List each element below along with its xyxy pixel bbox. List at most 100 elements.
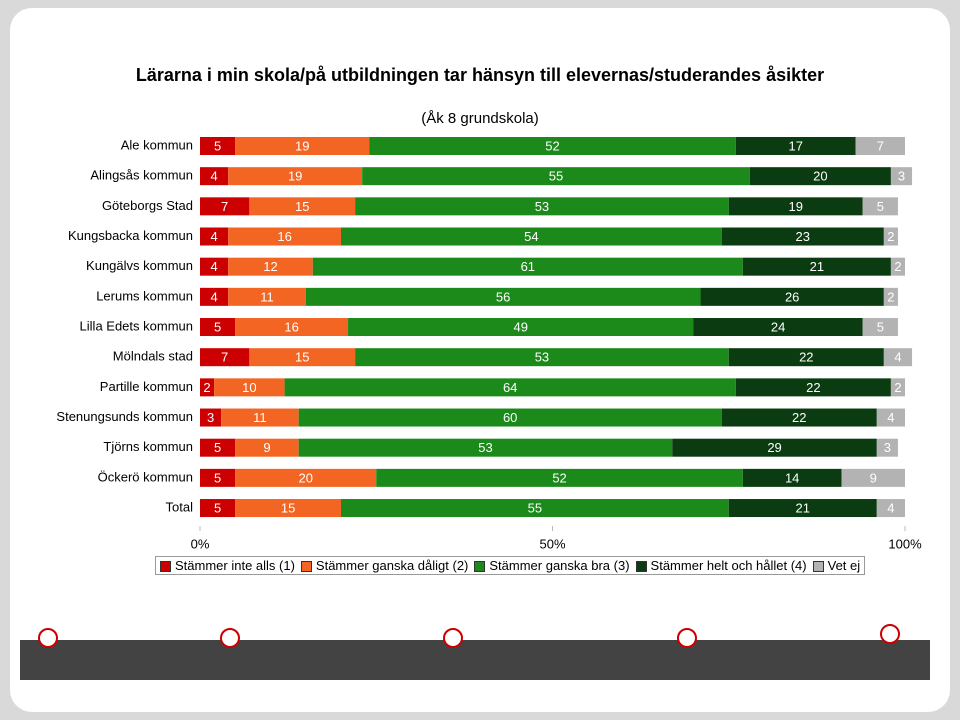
bar-segment (341, 499, 729, 518)
bar-segment (298, 408, 722, 427)
data-label: 4 (887, 410, 894, 425)
data-label: 24 (771, 319, 785, 334)
bar-segment (890, 257, 905, 276)
bar-segment (284, 378, 736, 397)
bar-segment (200, 318, 236, 337)
bar-segment (890, 167, 913, 186)
bar-segment (735, 378, 891, 397)
data-label: 5 (877, 199, 884, 214)
bar-segment (362, 167, 750, 186)
bar-segment (228, 257, 313, 276)
data-label: 60 (503, 410, 517, 425)
data-label: 4 (210, 229, 217, 244)
data-label: 53 (535, 199, 549, 214)
data-label: 7 (221, 199, 228, 214)
data-label: 21 (810, 259, 824, 274)
data-label: 5 (877, 319, 884, 334)
data-label: 2 (894, 259, 901, 274)
data-label: 9 (870, 470, 877, 485)
data-label: 19 (295, 138, 309, 153)
category-label: Total (166, 499, 194, 514)
data-label: 52 (545, 138, 559, 153)
bar-segment (672, 438, 877, 457)
data-label: 23 (796, 229, 810, 244)
bar-segment (200, 438, 236, 457)
bar-segment (876, 499, 905, 518)
data-label: 17 (788, 138, 802, 153)
bar-segment (728, 348, 884, 367)
data-label: 22 (792, 410, 806, 425)
data-label: 3 (884, 440, 891, 455)
bar-segment (376, 468, 743, 487)
bar-segment (700, 287, 884, 306)
data-label: 20 (299, 470, 313, 485)
data-label: 3 (898, 169, 905, 184)
bar-segment (728, 499, 877, 518)
legend-swatch (300, 561, 312, 573)
legend-swatch (474, 561, 486, 573)
bar-segment (200, 408, 222, 427)
category-label: Kungsbacka kommun (68, 228, 193, 243)
legend-label: Vet ej (827, 558, 861, 573)
bar-segment (200, 167, 229, 186)
bar-segment (742, 257, 891, 276)
data-label: 5 (214, 470, 221, 485)
bar-segment (249, 348, 356, 367)
category-label: Partille kommun (100, 379, 193, 394)
bar-segment (355, 348, 729, 367)
bar-segment (735, 137, 856, 155)
bar-segment (200, 499, 236, 518)
data-label: 5 (214, 138, 221, 153)
data-label: 5 (214, 440, 221, 455)
legend-swatch (812, 561, 824, 573)
chart-title: Lärarna i min skola/på utbildningen tar … (135, 65, 825, 85)
bar-segment (862, 197, 898, 216)
bar-segment (876, 438, 898, 457)
data-label: 15 (281, 500, 295, 515)
legend-swatch (635, 561, 647, 573)
bar-segment (890, 378, 905, 397)
data-label: 2 (887, 229, 894, 244)
legend-item: Vet ej (812, 558, 861, 573)
bar-segment (200, 227, 229, 246)
bar-segment (200, 348, 250, 367)
legend-item: Stämmer helt och hållet (4) (635, 558, 807, 573)
bar-segment (200, 137, 236, 155)
data-label: 2 (203, 380, 210, 395)
legend-item: Stämmer ganska dåligt (2) (300, 558, 469, 573)
legend-label: Stämmer ganska dåligt (2) (315, 558, 469, 573)
data-label: 49 (514, 319, 528, 334)
legend-item: Stämmer ganska bra (3) (474, 558, 630, 573)
data-label: 21 (796, 500, 810, 515)
bar-segment (369, 137, 736, 155)
bar-segment (883, 227, 898, 246)
bar-segment (235, 499, 341, 518)
data-label: 3 (207, 410, 214, 425)
category-label: Alingsås kommun (90, 168, 193, 183)
category-label: Lerums kommun (96, 288, 193, 303)
data-label: 15 (295, 199, 309, 214)
legend-label: Stämmer inte alls (1) (175, 558, 295, 573)
data-label: 19 (288, 169, 302, 184)
bar-segment (693, 318, 863, 337)
bar-segment (855, 137, 905, 155)
data-label: 53 (478, 440, 492, 455)
category-label: Mölndals stad (113, 349, 193, 364)
data-label: 52 (552, 470, 566, 485)
bar-segment (742, 468, 842, 487)
category-label: Göteborgs Stad (102, 198, 193, 213)
bar-segment (862, 318, 898, 337)
data-label: 4 (887, 500, 894, 515)
bar-segment (305, 287, 701, 306)
bar-segment (312, 257, 743, 276)
category-label: Öckerö kommun (98, 469, 193, 484)
bar-segment (200, 197, 250, 216)
bar-segment (876, 408, 905, 427)
bar-segment (200, 287, 229, 306)
bar-segment (214, 378, 285, 397)
data-label: 53 (535, 350, 549, 365)
bar-segment (749, 167, 891, 186)
data-label: 22 (799, 350, 813, 365)
